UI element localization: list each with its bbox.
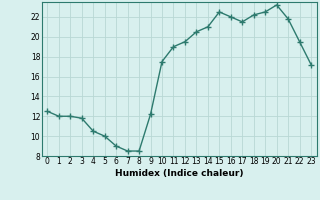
X-axis label: Humidex (Indice chaleur): Humidex (Indice chaleur) [115,169,244,178]
